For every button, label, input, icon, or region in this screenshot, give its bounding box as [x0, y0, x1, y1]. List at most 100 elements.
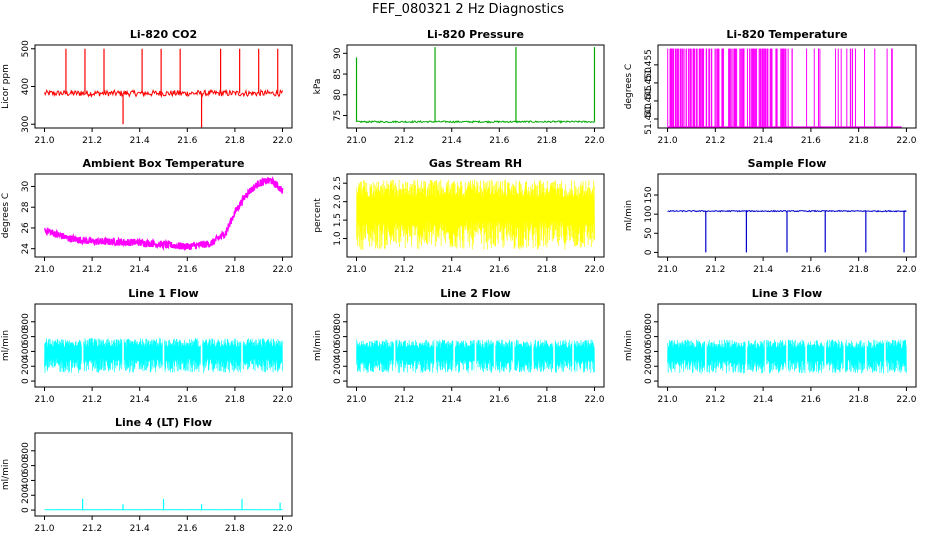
x-tick-label: 21.4	[130, 136, 150, 146]
series-line	[43, 175, 284, 251]
y-tick-label: 400	[21, 343, 31, 360]
series-data	[667, 338, 907, 375]
y-tick-label: 800	[21, 442, 31, 459]
panel-1: Li-820 CO2 Licor ppm 21.0 21.2 21.4 21.6 21.8 2…	[1, 28, 293, 146]
panel-5: Gas Stream RH percent 21.0 21.2 21.4 21.6 21.8…	[313, 157, 605, 275]
y-tick-label: 500	[21, 40, 31, 57]
series-line	[356, 119, 595, 124]
y-tick-label: 800	[644, 313, 654, 330]
x-tick-label: 21.6	[177, 265, 197, 275]
x-tick-label: 21.4	[130, 395, 150, 405]
x-tick-label: 21.2	[394, 136, 414, 146]
x-tick-label: 21.8	[225, 395, 245, 405]
x-tick-label: 21.8	[225, 524, 245, 534]
x-tick-label: 22.0	[272, 136, 292, 146]
panel-title: Li-820 Pressure	[427, 28, 524, 41]
series-data	[356, 338, 595, 374]
series-data	[667, 209, 907, 253]
y-tick-label: 80	[333, 89, 343, 101]
x-tick-label: 21.6	[801, 265, 821, 275]
panel-title: Li-820 CO2	[130, 28, 197, 41]
y-tick-label: 2.5	[333, 176, 343, 190]
panel-title: Gas Stream RH	[429, 157, 522, 170]
x-tick-label: 21.8	[225, 265, 245, 275]
y-tick-label: 0	[333, 378, 343, 384]
y-axis-label: degrees C	[1, 193, 11, 238]
x-tick-label: 21.4	[442, 136, 462, 146]
y-axis-label: kPa	[313, 79, 323, 95]
y-tick-label: 200	[333, 357, 343, 374]
y-axis-label: degrees C	[624, 64, 634, 109]
x-tick-label: 22.0	[584, 395, 604, 405]
series-line	[44, 88, 283, 99]
plot-frame	[657, 303, 917, 388]
y-tick-label: 800	[21, 313, 31, 330]
panel-3: Li-820 Temperature degrees C 21.0 21.2 21.4 2…	[624, 28, 917, 146]
y-tick-label: 2.0	[333, 194, 343, 209]
x-tick-label: 21.0	[658, 265, 678, 275]
x-tick-label: 21.0	[34, 136, 54, 146]
y-tick-label: 30	[21, 180, 31, 192]
y-axis-label: ml/min	[1, 459, 11, 490]
y-tick-label: 75	[333, 110, 343, 121]
x-tick-label: 21.2	[705, 265, 725, 275]
x-tick-label: 22.0	[584, 265, 604, 275]
panel-title: Ambient Box Temperature	[83, 157, 245, 170]
panel-2: Li-820 Pressure kPa 21.0 21.2 21.4 21.6 21.8 22…	[313, 28, 605, 146]
panel-10: Line 4 (LT) Flow ml/min 21.0 21.2 21.4 21.6 21…	[1, 416, 293, 534]
panel-title: Line 1 Flow	[128, 287, 198, 300]
y-axis-label: ml/min	[313, 330, 323, 361]
y-tick-label: 51.445	[644, 85, 654, 117]
plot-frame	[657, 44, 917, 129]
y-axis-label: Licor ppm	[1, 64, 11, 109]
panel-title: Sample Flow	[748, 157, 827, 170]
y-tick-label: 0	[644, 249, 654, 255]
y-tick-label: 51.440	[644, 103, 654, 135]
x-tick-label: 21.6	[177, 524, 197, 534]
x-tick-label: 21.6	[489, 395, 509, 405]
x-tick-label: 22.0	[896, 265, 916, 275]
x-tick-label: 21.0	[34, 265, 54, 275]
y-tick-label: 300	[21, 115, 31, 132]
y-tick-label: 200	[644, 357, 654, 374]
panel-title: Line 2 Flow	[440, 287, 510, 300]
y-tick-label: 400	[21, 472, 31, 489]
x-tick-label: 21.2	[82, 265, 102, 275]
series-data	[44, 498, 283, 511]
x-tick-label: 21.0	[346, 395, 366, 405]
y-tick-label: 600	[21, 457, 31, 474]
series-data	[667, 48, 902, 128]
y-tick-label: 51.450	[644, 67, 654, 99]
x-tick-label: 22.0	[896, 136, 916, 146]
y-tick-label: 0	[644, 378, 654, 384]
series-data	[44, 48, 283, 128]
x-tick-label: 21.6	[177, 395, 197, 405]
panel-8: Line 2 Flow ml/min 21.0 21.2 21.4 21.6 21.8 22.…	[313, 287, 605, 405]
x-tick-label: 21.0	[346, 136, 366, 146]
y-tick-label: 51.455	[644, 49, 654, 81]
y-tick-label: 400	[333, 343, 343, 360]
x-tick-label: 22.0	[272, 524, 292, 534]
series-data	[355, 47, 596, 124]
x-tick-label: 21.8	[537, 136, 557, 146]
y-tick-label: 90	[333, 47, 343, 59]
x-tick-label: 21.8	[225, 136, 245, 146]
series-data	[356, 179, 595, 250]
x-tick-label: 21.6	[489, 136, 509, 146]
y-tick-label: 0	[21, 507, 31, 513]
plot-frame	[346, 173, 605, 258]
x-tick-label: 21.4	[753, 265, 773, 275]
x-tick-label: 22.0	[272, 395, 292, 405]
x-tick-label: 21.6	[801, 136, 821, 146]
plot-frame	[346, 303, 605, 388]
x-tick-label: 22.0	[272, 265, 292, 275]
x-tick-label: 21.8	[849, 395, 869, 405]
panel-9: Line 3 Flow ml/min 21.0 21.2 21.4 21.6 21.8 22.…	[624, 287, 917, 405]
x-tick-label: 21.4	[753, 136, 773, 146]
x-tick-label: 21.2	[82, 524, 102, 534]
plot-frame	[34, 303, 293, 388]
x-tick-label: 21.8	[537, 395, 557, 405]
y-tick-label: 150	[644, 186, 654, 203]
x-tick-label: 21.2	[394, 395, 414, 405]
x-tick-label: 21.4	[130, 265, 150, 275]
